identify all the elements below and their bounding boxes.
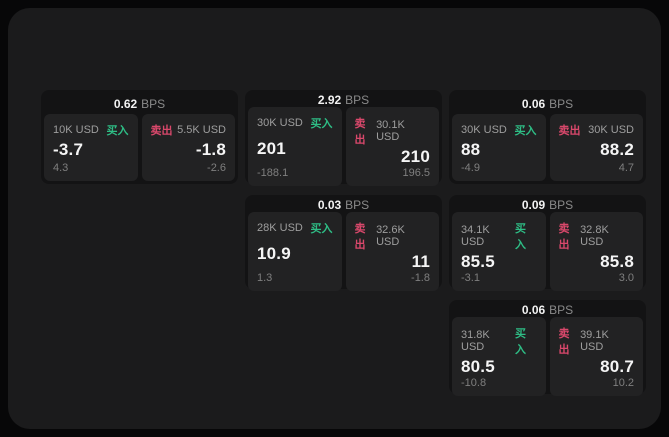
buy-side-tag: 买入 xyxy=(514,125,537,137)
buy-quote-tile[interactable]: 34.1K USD 买入 85.5 -3.1 xyxy=(452,212,546,291)
sell-delta: 196.5 xyxy=(402,167,430,179)
bps-value: 0.03 xyxy=(317,198,342,212)
bps-unit-label: BPS xyxy=(141,96,166,111)
sell-amount: 30.1K USD xyxy=(376,119,405,143)
buy-delta: 1.3 xyxy=(257,272,273,284)
buy-quote-tile[interactable]: 30K USD 买入 201 -188.1 xyxy=(248,107,342,186)
buy-quote-tile[interactable]: 10K USD 买入 -3.7 4.3 xyxy=(44,114,138,181)
quote-card: 2.92 BPS 30K USD 买入 201 -188.1 卖出 30.1K … xyxy=(245,90,442,186)
buy-price: -3.7 xyxy=(53,140,84,159)
bps-unit-label: BPS xyxy=(549,198,574,212)
buy-price: 201 xyxy=(257,139,286,158)
sell-delta: 3.0 xyxy=(618,272,634,284)
sell-side-tag: 卖出 xyxy=(150,125,173,137)
quote-card: 0.09 BPS 34.1K USD 买入 85.5 -3.1 卖出 32.8K… xyxy=(449,195,646,291)
bps-value: 0.09 xyxy=(521,198,546,212)
sell-delta: 10.2 xyxy=(612,377,634,389)
sell-amount: 5.5K USD xyxy=(177,124,226,136)
quote-card: 0.06 BPS 31.8K USD 买入 80.5 -10.8 卖出 39.1… xyxy=(449,300,646,396)
sell-quote-tile[interactable]: 卖出 30K USD 88.2 4.7 xyxy=(549,114,643,181)
buy-side-tag: 买入 xyxy=(310,223,333,235)
bps-unit-label: BPS xyxy=(549,96,574,111)
buy-side-tag: 买入 xyxy=(310,118,333,130)
sell-amount: 32.6K USD xyxy=(376,224,405,248)
buy-price: 80.5 xyxy=(461,357,495,376)
sell-price: 85.8 xyxy=(600,252,634,271)
buy-price: 85.5 xyxy=(461,252,495,271)
buy-delta: 4.3 xyxy=(53,162,69,174)
bps-header: 0.03 BPS xyxy=(248,198,439,212)
bps-unit-label: BPS xyxy=(345,198,370,212)
bps-header: 0.09 BPS xyxy=(452,198,643,212)
bps-unit-label: BPS xyxy=(345,93,370,107)
buy-delta: -4.9 xyxy=(461,162,480,174)
sell-delta: 4.7 xyxy=(618,162,634,174)
buy-amount: 10K USD xyxy=(53,124,99,136)
sell-quote-tile[interactable]: 卖出 5.5K USD -1.8 -2.6 xyxy=(141,114,235,181)
sell-side-tag: 卖出 xyxy=(354,118,366,146)
quote-cards-grid: 0.62 BPS 10K USD 买入 -3.7 4.3 卖出 5.5K USD xyxy=(41,90,646,396)
quotes-panel: 0.62 BPS 10K USD 买入 -3.7 4.3 卖出 5.5K USD xyxy=(8,8,661,429)
buy-amount: 28K USD xyxy=(257,222,303,234)
sell-amount: 39.1K USD xyxy=(580,329,609,353)
buy-delta: -188.1 xyxy=(257,167,289,179)
buy-side-tag: 买入 xyxy=(514,223,526,251)
sell-side-tag: 卖出 xyxy=(558,328,570,356)
bps-header: 2.92 BPS xyxy=(248,93,439,107)
buy-amount: 30K USD xyxy=(257,117,303,129)
sell-side-tag: 卖出 xyxy=(558,223,570,251)
sell-price: 88.2 xyxy=(600,140,634,159)
buy-amount: 30K USD xyxy=(461,124,507,136)
sell-delta: -2.6 xyxy=(207,162,226,174)
bps-header: 0.06 BPS xyxy=(452,93,643,114)
buy-amount: 31.8K USD xyxy=(461,329,490,353)
quote-card: 0.62 BPS 10K USD 买入 -3.7 4.3 卖出 5.5K USD xyxy=(41,90,238,184)
sell-price: -1.8 xyxy=(195,140,226,159)
sell-quote-tile[interactable]: 卖出 39.1K USD 80.7 10.2 xyxy=(549,317,643,396)
bps-value: 2.92 xyxy=(317,93,342,107)
buy-delta: -10.8 xyxy=(461,377,487,389)
buy-price: 88 xyxy=(461,140,481,159)
sell-price: 210 xyxy=(401,147,430,166)
sell-side-tag: 卖出 xyxy=(558,125,581,137)
bps-unit-label: BPS xyxy=(549,303,574,317)
buy-amount: 34.1K USD xyxy=(461,224,490,248)
quote-card: 0.06 BPS 30K USD 买入 88 -4.9 卖出 30K USD xyxy=(449,90,646,184)
buy-quote-tile[interactable]: 31.8K USD 买入 80.5 -10.8 xyxy=(452,317,546,396)
buy-quote-tile[interactable]: 28K USD 买入 10.9 1.3 xyxy=(248,212,342,291)
buy-price: 10.9 xyxy=(257,244,291,263)
bps-value: 0.62 xyxy=(113,96,138,111)
sell-price: 80.7 xyxy=(600,357,634,376)
sell-amount: 30K USD xyxy=(588,124,634,136)
buy-side-tag: 买入 xyxy=(106,125,129,137)
sell-price: 11 xyxy=(411,252,430,271)
quote-card: 0.03 BPS 28K USD 买入 10.9 1.3 卖出 32.6K US… xyxy=(245,195,442,291)
sell-quote-tile[interactable]: 卖出 30.1K USD 210 196.5 xyxy=(345,107,439,186)
buy-delta: -3.1 xyxy=(461,272,480,284)
sell-quote-tile[interactable]: 卖出 32.6K USD 11 -1.8 xyxy=(345,212,439,291)
bps-header: 0.06 BPS xyxy=(452,303,643,317)
bps-value: 0.06 xyxy=(521,96,546,111)
sell-delta: -1.8 xyxy=(411,272,430,284)
buy-quote-tile[interactable]: 30K USD 买入 88 -4.9 xyxy=(452,114,546,181)
bps-header: 0.62 BPS xyxy=(44,93,235,114)
buy-side-tag: 买入 xyxy=(514,328,526,356)
sell-side-tag: 卖出 xyxy=(354,223,366,251)
sell-quote-tile[interactable]: 卖出 32.8K USD 85.8 3.0 xyxy=(549,212,643,291)
sell-amount: 32.8K USD xyxy=(580,224,609,248)
bps-value: 0.06 xyxy=(521,303,546,317)
